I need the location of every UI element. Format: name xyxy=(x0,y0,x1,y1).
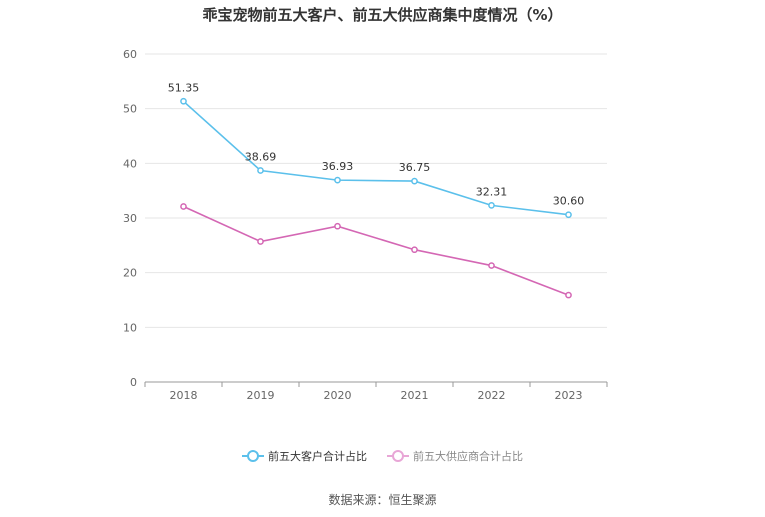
data-point xyxy=(334,176,341,184)
data-source-note: 数据来源：恒生聚源 xyxy=(328,493,437,507)
data-point xyxy=(565,211,572,219)
data-label: 38.69 xyxy=(245,150,277,163)
data-point xyxy=(180,97,187,105)
data-point xyxy=(565,291,572,299)
x-tick-label: 2019 xyxy=(247,389,275,402)
data-point xyxy=(411,177,418,185)
data-label: 51.35 xyxy=(168,81,200,94)
chart-legend: 前五大客户合计占比 前五大供应商合计占比 xyxy=(0,448,765,464)
data-point xyxy=(488,262,495,269)
data-point xyxy=(180,203,187,210)
x-tick-label: 2020 xyxy=(324,389,352,402)
y-tick-label: 40 xyxy=(123,157,137,170)
data-label: 30.60 xyxy=(553,195,585,208)
chart-title: 乖宝宠物前五大客户、前五大供应商集中度情况（%） xyxy=(202,6,563,24)
legend-marker-customers-icon xyxy=(242,450,264,462)
x-tick-label: 2023 xyxy=(555,389,583,402)
legend-item-customers[interactable]: 前五大客户合计占比 xyxy=(242,448,367,464)
legend-marker-suppliers-icon xyxy=(387,450,409,462)
data-point xyxy=(334,222,341,230)
data-point xyxy=(257,167,264,174)
y-tick-label: 10 xyxy=(123,321,137,334)
y-tick-label: 0 xyxy=(130,376,137,389)
legend-label-suppliers: 前五大供应商合计占比 xyxy=(413,450,523,463)
legend-label-customers: 前五大客户合计占比 xyxy=(268,450,367,463)
data-point xyxy=(257,238,264,245)
legend-item-suppliers[interactable]: 前五大供应商合计占比 xyxy=(387,448,523,464)
y-tick-label: 20 xyxy=(123,267,137,280)
series-line-0 xyxy=(182,100,569,216)
y-tick-label: 60 xyxy=(123,48,137,61)
x-tick-label: 2021 xyxy=(401,389,429,402)
data-point xyxy=(488,202,495,209)
data-point xyxy=(411,246,418,254)
x-tick-label: 2018 xyxy=(170,389,198,402)
x-tick-label: 2022 xyxy=(478,389,506,402)
data-label: 36.75 xyxy=(399,161,431,174)
y-tick-label: 50 xyxy=(123,103,137,116)
y-tick-label: 30 xyxy=(123,212,137,225)
data-label: 32.31 xyxy=(476,185,508,198)
data-label: 36.93 xyxy=(322,160,354,173)
series-line-1 xyxy=(183,205,569,296)
